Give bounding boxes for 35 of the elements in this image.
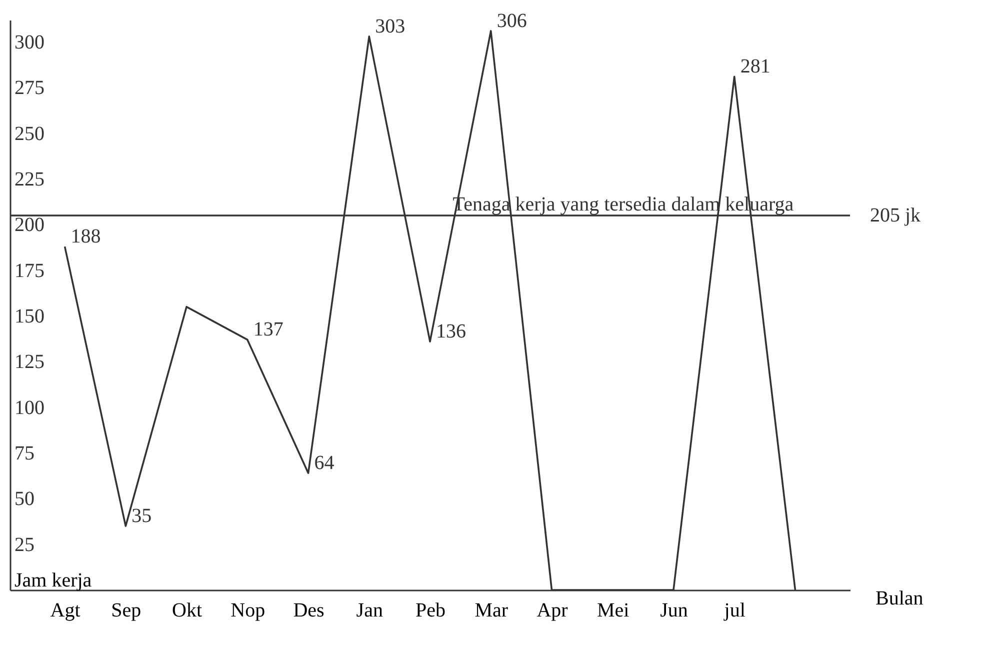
y-axis-title: Jam kerja (14, 570, 92, 592)
y-tick-label: 175 (14, 260, 44, 282)
x-tick-label: Apr (536, 600, 568, 622)
x-tick-label: Jun (660, 600, 688, 622)
x-tick-label: Peb (416, 600, 446, 622)
y-tick-label: 225 (14, 168, 44, 190)
x-tick-label: Mei (597, 600, 630, 622)
x-tick-label: Sep (111, 600, 142, 622)
y-tick-label: 200 (14, 214, 44, 236)
x-tick-label: Des (293, 600, 325, 622)
data-label: 137 (253, 318, 284, 341)
data-label: 64 (314, 452, 334, 474)
y-tick-label: 250 (14, 122, 44, 145)
y-tick-label: 300 (14, 31, 44, 54)
x-tick-label: Jan (356, 600, 383, 622)
ref-line-label: 205 jk (870, 204, 921, 226)
x-tick-label: Agt (50, 600, 81, 622)
data-label: 188 (70, 226, 101, 248)
y-tick-label: 75 (14, 442, 34, 464)
x-tick-label: Okt (172, 600, 202, 622)
x-tick-label: Nop (230, 600, 266, 622)
data-label: 136 (436, 320, 466, 343)
data-label: 281 (740, 56, 770, 78)
y-tick-label: 125 (14, 351, 44, 374)
x-axis-title: Bulan (876, 588, 924, 610)
x-tick-label: Mar (474, 600, 508, 622)
y-tick-label: 100 (14, 396, 44, 419)
y-tick-label: 275 (14, 77, 44, 100)
x-tick-label: jul (723, 600, 746, 622)
data-label: 303 (375, 15, 406, 38)
data-label: 306 (496, 10, 527, 32)
y-tick-label: 150 (14, 305, 44, 328)
y-tick-label: 25 (14, 534, 34, 556)
y-tick-label: 50 (14, 488, 34, 510)
data-label: 35 (132, 505, 152, 528)
